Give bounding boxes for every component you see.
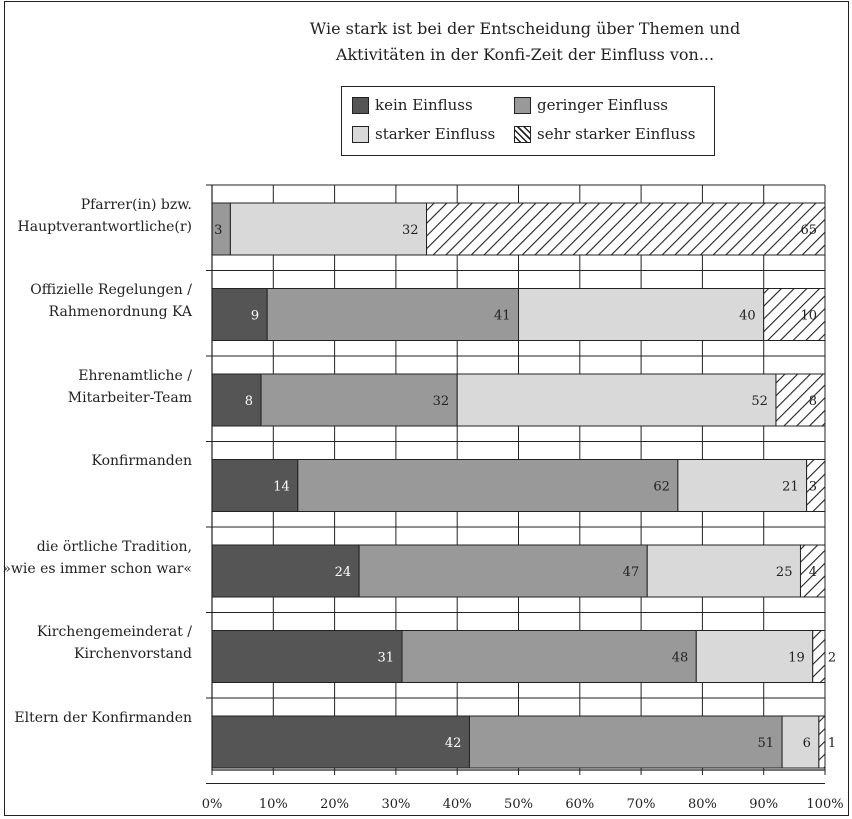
legend-label-sehr-starker-einfluss: sehr starker Einfluss [537, 125, 696, 143]
bar-segment [818, 715, 826, 769]
bar-segment [211, 544, 360, 598]
bar-segment [775, 373, 826, 427]
x-tick-label: 50% [504, 797, 533, 812]
bar-segment [781, 715, 820, 769]
category-label-line: Offizielle Regelungen / [30, 282, 192, 298]
bar-segment [518, 288, 765, 341]
category-label-line: »wie es immer schon war« [2, 561, 192, 577]
category-label-line: Konfirmanden [91, 453, 192, 469]
data-label: 47 [623, 565, 640, 580]
data-label: 52 [751, 394, 768, 409]
x-tick-label: 10% [259, 797, 288, 812]
data-label: 31 [377, 651, 394, 666]
bar-segment [211, 459, 299, 512]
category-label-ehrenamtliche: Ehrenamtliche / Mitarbeiter-Team [68, 365, 192, 409]
data-label: 3 [214, 223, 222, 238]
legend-swatch-geringer-einfluss [514, 96, 531, 114]
category-label-line: Pfarrer(in) bzw. [80, 197, 192, 213]
bar-segment [211, 715, 470, 769]
data-label: 3 [809, 480, 817, 495]
bar-segment [358, 544, 648, 598]
category-label-line: Mitarbeiter-Team [67, 390, 192, 406]
data-label: 8 [245, 394, 253, 409]
legend-label-starker-einfluss: starker Einfluss [375, 125, 496, 143]
category-label-line: Eltern der Konfirmanden [14, 710, 192, 726]
data-label: 1 [828, 736, 836, 751]
chart-title-line-2: Aktivitäten in der Konfi-Zeit der Einflu… [335, 45, 715, 64]
data-label: 42 [445, 736, 462, 751]
bar-segment [426, 202, 826, 256]
category-label-line: die örtliche Tradition, [36, 539, 192, 555]
data-label: 9 [251, 309, 259, 324]
bar-segment [401, 630, 697, 683]
category-label-line: Rahmenordnung KA [48, 304, 192, 320]
x-tick-label: 90% [749, 797, 778, 812]
data-label: 8 [809, 394, 817, 409]
data-label: 40 [739, 309, 756, 324]
x-tick-label: 80% [688, 797, 717, 812]
data-label: 41 [494, 309, 511, 324]
chart-title-line-1: Wie stark ist bei der Entscheidung über … [309, 19, 741, 38]
x-tick-label: 60% [565, 797, 594, 812]
category-label-line: Ehrenamtliche / [78, 368, 192, 384]
legend-swatch-sehr-starker-einfluss [514, 125, 531, 143]
bar-segment [211, 288, 268, 341]
legend-item-kein-einfluss: kein Einfluss [352, 96, 473, 114]
legend-swatch-kein-einfluss [352, 96, 369, 114]
x-tick-label: 100% [806, 797, 843, 812]
data-label: 48 [672, 651, 689, 666]
x-tick-label: 30% [381, 797, 410, 812]
chart-title: Wie stark ist bei der Entscheidung über … [205, 16, 845, 68]
data-label: 2 [828, 651, 836, 666]
bar-segment [229, 202, 428, 256]
bar-segment [799, 544, 826, 598]
data-label: 21 [782, 480, 799, 495]
x-tick-label: 40% [443, 797, 472, 812]
category-label-kirchengemeinderat: Kirchengemeinderat / Kirchenvorstand [37, 621, 192, 665]
legend-swatch-starker-einfluss [352, 125, 369, 143]
bar-segment [677, 459, 808, 512]
bar-segment [211, 630, 403, 683]
category-label-eltern: Eltern der Konfirmanden [14, 707, 192, 729]
chart-legend: kein Einfluss geringer Einfluss starker … [341, 86, 715, 156]
data-label: 6 [803, 736, 811, 751]
x-tick-label: 70% [627, 797, 656, 812]
bar-segment [812, 630, 826, 683]
bar-segment [763, 288, 826, 341]
bar-segment [468, 715, 783, 769]
bar-segment [260, 373, 458, 427]
data-label: 25 [776, 565, 793, 580]
data-label: 65 [800, 223, 817, 238]
bar-segment [646, 544, 801, 598]
data-label: 24 [335, 565, 352, 580]
legend-item-sehr-starker-einfluss: sehr starker Einfluss [514, 125, 695, 143]
data-label: 62 [653, 480, 670, 495]
data-label: 19 [788, 651, 805, 666]
bar-segment [456, 373, 777, 427]
category-label-konfirmanden: Konfirmanden [92, 450, 192, 472]
bar-segment [266, 288, 520, 341]
data-label: 14 [273, 480, 290, 495]
data-label: 51 [758, 736, 775, 751]
category-label-line: Kirchenvorstand [74, 646, 192, 662]
data-label: 32 [433, 394, 450, 409]
legend-label-geringer-einfluss: geringer Einfluss [537, 96, 668, 114]
data-label: 10 [800, 309, 817, 324]
bar-segment [806, 459, 826, 512]
x-tick-label: 20% [320, 797, 349, 812]
category-label-offizielle-regelungen: Offizielle Regelungen / Rahmenordnung KA [30, 279, 192, 323]
legend-item-geringer-einfluss: geringer Einfluss [514, 96, 668, 114]
data-label: 32 [402, 223, 419, 238]
data-label: 4 [809, 565, 817, 580]
category-label-line: Hauptverantwortliche(r) [17, 219, 192, 235]
legend-item-starker-einfluss: starker Einfluss [352, 125, 495, 143]
bar-segment [211, 373, 262, 427]
legend-label-kein-einfluss: kein Einfluss [375, 96, 473, 114]
category-label-line: Kirchengemeinderat / [36, 624, 192, 640]
x-tick-label: 0% [202, 797, 223, 812]
bar-segment [297, 459, 679, 512]
category-label-oertliche-tradition: die örtliche Tradition, »wie es immer sc… [2, 536, 192, 580]
category-label-pfarrer: Pfarrer(in) bzw. Hauptverantwortliche(r) [18, 194, 192, 238]
